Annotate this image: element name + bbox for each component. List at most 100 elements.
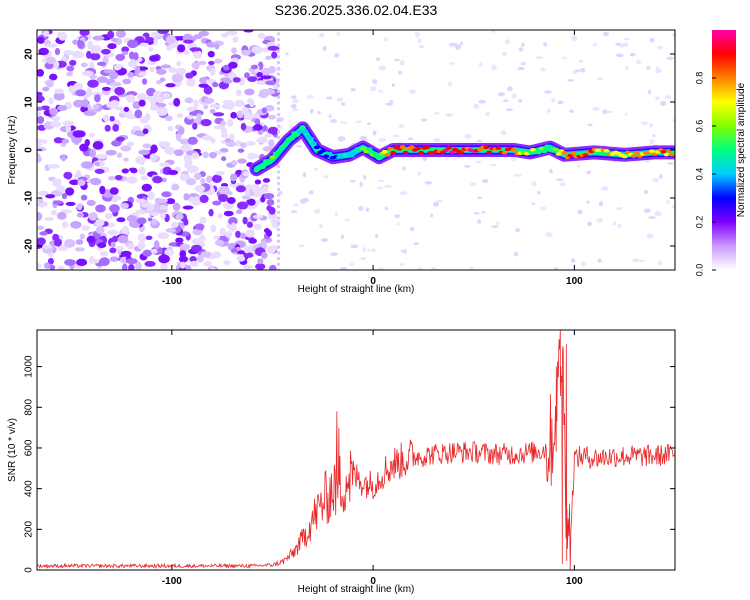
noise-blob [260, 251, 268, 259]
noise-speckle [649, 139, 655, 145]
spectrogram-signal-ridge [249, 121, 675, 177]
ridge-point [275, 149, 282, 154]
noise-speckle [586, 221, 593, 227]
noise-blob [56, 211, 67, 220]
noise-blob [236, 209, 243, 215]
noise-speckle [474, 160, 482, 164]
noise-stripe-dot [276, 228, 281, 232]
noise-speckle [587, 123, 593, 127]
noise-blob [165, 83, 176, 88]
noise-blob [49, 264, 56, 270]
noise-speckle [502, 99, 509, 103]
noise-speckle [624, 112, 628, 116]
noise-blob [50, 120, 62, 128]
noise-blob [219, 148, 229, 153]
noise-speckle [560, 182, 566, 187]
noise-speckle [477, 219, 482, 224]
y-tick-label: -10 [24, 190, 35, 205]
noise-speckle [310, 108, 314, 114]
noise-stripe-dot [276, 49, 281, 53]
noise-blob [61, 192, 68, 200]
noise-speckle [646, 233, 654, 239]
noise-blob [243, 113, 254, 121]
noise-blob [179, 261, 186, 269]
ridge-point [582, 153, 589, 157]
noise-speckle [540, 67, 546, 72]
noise-blob [239, 232, 246, 240]
noise-blob [75, 239, 84, 245]
noise-speckle [491, 225, 499, 229]
noise-speckle [554, 267, 559, 270]
noise-speckle [567, 79, 575, 82]
noise-blob [95, 204, 106, 213]
ridge-point [402, 150, 409, 155]
noise-blob [199, 234, 206, 243]
noise-blob [215, 170, 225, 176]
noise-speckle [507, 86, 513, 92]
noise-blob [193, 50, 202, 59]
noise-blob [183, 218, 189, 226]
noise-stripe-dot [276, 256, 281, 261]
noise-speckle [396, 221, 400, 226]
noise-blob [89, 61, 95, 71]
snr-series-line [37, 330, 675, 570]
noise-blob [180, 144, 192, 153]
noise-blob [80, 161, 93, 169]
ridge-point [323, 154, 330, 158]
noise-blob [77, 40, 85, 49]
noise-blob [121, 51, 129, 56]
noise-speckle [666, 56, 674, 60]
noise-blob [212, 200, 222, 206]
noise-stripe-dot [276, 61, 281, 65]
noise-speckle [372, 130, 377, 136]
noise-speckle [334, 212, 338, 216]
noise-blob [244, 72, 250, 79]
noise-stripe-dot [276, 78, 281, 82]
noise-blob [155, 209, 168, 214]
ridge-point [253, 168, 260, 173]
noise-blob [186, 78, 196, 87]
noise-blob [242, 171, 249, 177]
noise-speckle [654, 96, 660, 101]
noise-blob [234, 140, 243, 147]
noise-speckle [433, 138, 441, 143]
noise-blob [193, 172, 202, 180]
noise-blob [104, 212, 113, 220]
noise-blob [202, 151, 209, 159]
ridge-point [538, 146, 545, 151]
noise-blob [229, 173, 238, 182]
noise-speckle [399, 263, 405, 267]
ridge-point [381, 149, 388, 154]
noise-blob [49, 73, 58, 81]
noise-blob [174, 81, 182, 86]
noise-blob [130, 168, 138, 174]
snr-x-label: Height of straight line (km) [298, 584, 415, 595]
noise-speckle [306, 95, 314, 99]
noise-blob [80, 106, 89, 113]
noise-blob [45, 79, 54, 88]
noise-blob [80, 194, 88, 201]
noise-blob [175, 237, 184, 244]
noise-stripe-dot [276, 233, 281, 238]
noise-blob [185, 72, 194, 79]
noise-stripe-dot [276, 262, 281, 266]
noise-blob [121, 168, 129, 174]
ridge-point [555, 152, 562, 156]
noise-blob [63, 171, 73, 180]
noise-blob [121, 46, 130, 53]
noise-blob [212, 112, 225, 117]
noise-speckle [649, 123, 654, 128]
noise-stripe-dot [276, 193, 281, 197]
noise-blob [221, 103, 231, 109]
noise-blob [200, 178, 206, 185]
noise-speckle [479, 62, 483, 67]
noise-blob [54, 88, 65, 94]
noise-blob [225, 30, 238, 36]
noise-blob [97, 242, 107, 249]
noise-blob [203, 104, 209, 110]
noise-stripe-dot [276, 216, 281, 220]
noise-blob [210, 137, 216, 144]
noise-speckle [369, 86, 377, 92]
noise-speckle [333, 53, 340, 58]
noise-speckle [575, 69, 581, 73]
